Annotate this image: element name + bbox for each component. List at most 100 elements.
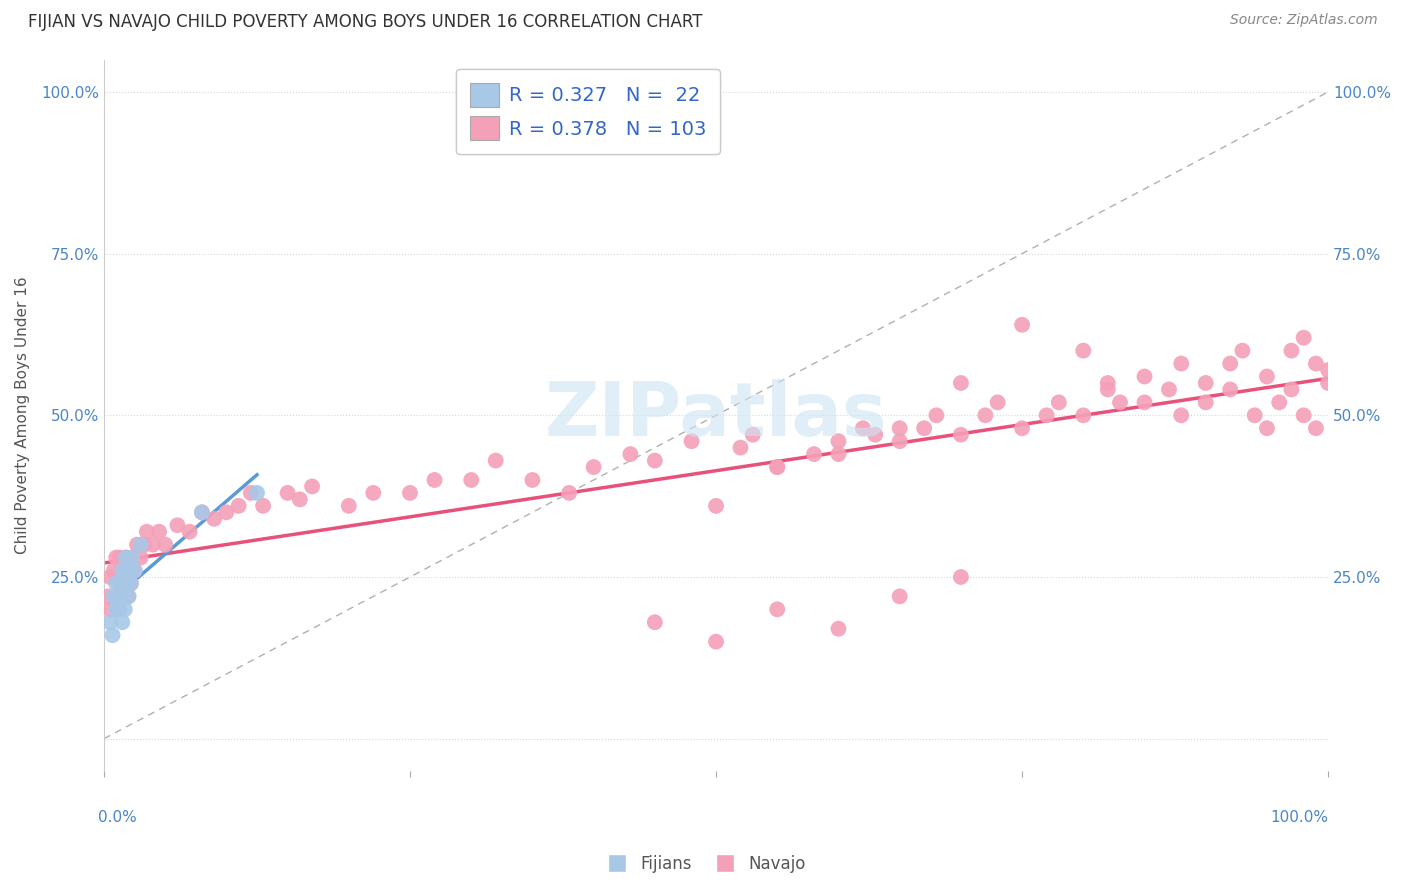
Point — [120, 576, 142, 591]
Point — [98, 570, 121, 584]
Point — [766, 602, 789, 616]
Point — [288, 492, 311, 507]
Point — [766, 460, 789, 475]
Point — [949, 376, 972, 390]
Point — [1281, 383, 1303, 397]
Point — [1256, 369, 1278, 384]
Text: 0.0%: 0.0% — [98, 810, 136, 825]
Point — [115, 576, 138, 591]
Text: ZIPatlas: ZIPatlas — [544, 379, 887, 452]
Point — [827, 622, 849, 636]
Point — [619, 447, 641, 461]
Point — [852, 421, 875, 435]
Point — [111, 615, 134, 630]
Point — [120, 576, 142, 591]
Point — [1281, 343, 1303, 358]
Point — [117, 590, 139, 604]
Point — [1219, 357, 1241, 371]
Text: Source: ZipAtlas.com: Source: ZipAtlas.com — [1230, 13, 1378, 28]
Point — [644, 453, 666, 467]
Point — [1268, 395, 1291, 409]
Point — [202, 512, 225, 526]
Point — [889, 434, 911, 449]
Point — [1047, 395, 1070, 409]
Point — [949, 570, 972, 584]
Point — [117, 590, 139, 604]
Point — [105, 590, 128, 604]
Point — [108, 576, 131, 591]
Point — [215, 505, 238, 519]
Point — [1292, 409, 1315, 423]
Point — [108, 602, 131, 616]
Point — [1157, 383, 1180, 397]
Point — [301, 479, 323, 493]
Point — [148, 524, 170, 539]
Point — [741, 427, 763, 442]
Point — [1232, 343, 1254, 358]
Point — [558, 486, 581, 500]
Point — [889, 421, 911, 435]
Point — [1292, 331, 1315, 345]
Point — [863, 427, 886, 442]
Point — [191, 505, 214, 519]
Point — [766, 460, 789, 475]
Point — [889, 590, 911, 604]
Point — [925, 409, 948, 423]
Point — [803, 447, 825, 461]
Point — [277, 486, 299, 500]
Point — [105, 576, 128, 591]
Point — [239, 486, 262, 500]
Point — [129, 538, 152, 552]
Point — [114, 602, 136, 616]
Point — [681, 434, 703, 449]
Point — [1256, 421, 1278, 435]
Point — [1219, 383, 1241, 397]
Point — [101, 628, 124, 642]
Point — [153, 538, 176, 552]
Point — [485, 453, 508, 467]
Legend: R = 0.327   N =  22, R = 0.378   N = 103: R = 0.327 N = 22, R = 0.378 N = 103 — [457, 70, 720, 153]
Point — [1305, 357, 1327, 371]
Point — [179, 524, 201, 539]
Point — [644, 615, 666, 630]
Point — [987, 395, 1010, 409]
Point — [1133, 369, 1156, 384]
Point — [191, 505, 214, 519]
Point — [111, 590, 134, 604]
Point — [166, 518, 188, 533]
Point — [124, 564, 146, 578]
Point — [1097, 376, 1119, 390]
Point — [912, 421, 935, 435]
Point — [105, 550, 128, 565]
Point — [582, 460, 605, 475]
Point — [730, 441, 752, 455]
Point — [827, 434, 849, 449]
Point — [361, 486, 384, 500]
Point — [124, 564, 146, 578]
Point — [98, 602, 121, 616]
Point — [1071, 409, 1094, 423]
Point — [121, 550, 143, 565]
Text: 100.0%: 100.0% — [1270, 810, 1329, 825]
Point — [115, 550, 138, 565]
Point — [704, 499, 727, 513]
Point — [111, 564, 134, 578]
Point — [135, 524, 157, 539]
Point — [252, 499, 274, 513]
Point — [228, 499, 250, 513]
Point — [1195, 395, 1218, 409]
Point — [1109, 395, 1132, 409]
Point — [246, 486, 269, 500]
Point — [111, 590, 134, 604]
Point — [949, 427, 972, 442]
Point — [129, 550, 152, 565]
Point — [105, 602, 128, 616]
Point — [98, 615, 121, 630]
Point — [1243, 409, 1265, 423]
Point — [704, 634, 727, 648]
Point — [1170, 409, 1192, 423]
Point — [117, 564, 139, 578]
Point — [1170, 357, 1192, 371]
Point — [1035, 409, 1057, 423]
Point — [103, 590, 125, 604]
